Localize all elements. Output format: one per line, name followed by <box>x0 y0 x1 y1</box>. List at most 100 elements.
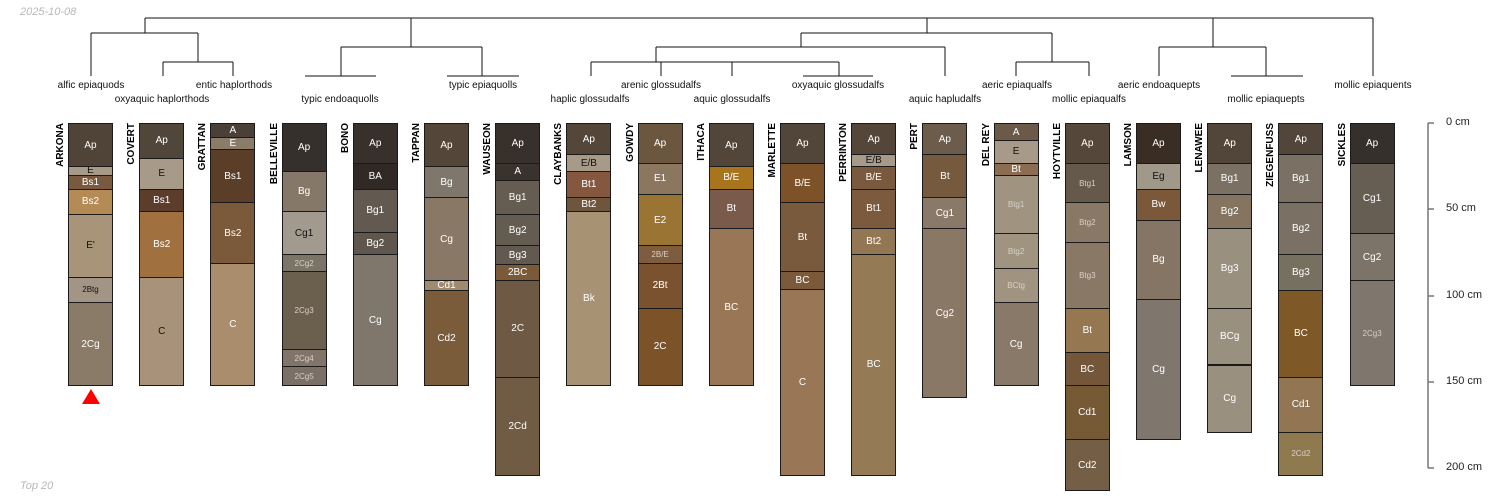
horizon[interactable]: 2Cg <box>68 302 113 387</box>
taxon-label: mollic epiaquepts <box>1227 94 1305 105</box>
dendrogram-branch <box>90 18 234 76</box>
horizon[interactable]: E2 <box>637 193 683 247</box>
horizon[interactable]: Bs2 <box>210 202 256 264</box>
horizon[interactable]: Cd1 <box>1278 376 1324 433</box>
horizon[interactable]: Bt <box>1064 307 1110 354</box>
horizon[interactable]: Bw <box>1136 188 1181 221</box>
depth-tick-label: 50 cm <box>1446 202 1476 215</box>
taxon-label: aquic glossudalfs <box>693 94 771 105</box>
taxon-label: typic epiaquolls <box>448 80 518 91</box>
taxon-label: typic endoaquolls <box>301 94 379 105</box>
horizon[interactable]: BC <box>708 228 754 387</box>
horizon[interactable]: C <box>210 262 256 387</box>
horizon[interactable]: Btg2 <box>993 233 1039 269</box>
horizon[interactable]: Bg <box>1136 219 1181 300</box>
horizon[interactable]: Ap <box>922 123 968 156</box>
horizon[interactable]: 2Cg3 <box>1349 279 1395 387</box>
horizon[interactable]: 2Cg3 <box>281 271 327 350</box>
horizon[interactable]: Cd2 <box>1064 438 1110 492</box>
horizon[interactable]: BA <box>352 162 398 190</box>
horizon[interactable]: 2Bt <box>637 262 683 309</box>
taxon-label: entic haplorthods <box>195 80 273 91</box>
horizon[interactable]: 2Cd <box>495 376 541 476</box>
horizon[interactable]: Bs1 <box>68 174 113 190</box>
horizon[interactable]: 2Cg5 <box>281 366 327 387</box>
horizon[interactable]: Cg1 <box>281 210 327 256</box>
horizon[interactable]: Bs2 <box>139 210 185 278</box>
horizon[interactable]: Btg2 <box>1064 202 1110 244</box>
horizon[interactable]: BCg <box>1207 307 1253 366</box>
horizon[interactable]: Cg <box>352 254 398 387</box>
horizon[interactable]: Bt <box>780 202 825 273</box>
horizon[interactable]: Bg3 <box>1207 228 1253 309</box>
horizon[interactable]: Cg2 <box>922 228 968 399</box>
horizon[interactable]: Cg <box>424 197 469 281</box>
horizon[interactable]: Ap <box>1207 123 1253 164</box>
dendrogram-branch <box>1158 18 1303 77</box>
horizon[interactable]: Ap <box>708 123 754 168</box>
horizon[interactable]: Bg3 <box>1278 254 1324 292</box>
horizon[interactable]: Ap <box>1278 123 1324 156</box>
horizon[interactable]: Ap <box>352 123 398 164</box>
horizon[interactable]: BC <box>1064 352 1110 387</box>
horizon[interactable]: BC <box>851 254 897 476</box>
dendrogram-branch <box>305 18 519 77</box>
horizon[interactable]: 2C <box>637 307 683 387</box>
horizon[interactable]: Bk <box>566 210 612 387</box>
horizon[interactable]: Cg1 <box>1349 162 1395 235</box>
taxon-label: oxyaquic haplorthods <box>114 94 210 105</box>
taxon-label: aeric endoaquepts <box>1117 80 1201 91</box>
horizon[interactable]: BCtg <box>993 267 1039 304</box>
horizon[interactable]: BC <box>780 271 825 290</box>
horizon[interactable]: Eg <box>1136 162 1181 190</box>
taxon-label: aeric epiaqualfs <box>981 80 1053 91</box>
horizon[interactable]: E' <box>68 214 113 278</box>
horizon[interactable]: Bg1 <box>1278 154 1324 204</box>
horizon[interactable]: 2Btg <box>68 276 113 304</box>
dendrogram-branch <box>1015 33 1090 76</box>
taxon-label: alfic epiaquods <box>57 80 125 91</box>
dendrogram-branch <box>590 18 1052 77</box>
depth-tick-label: 150 cm <box>1446 374 1483 387</box>
horizon[interactable]: Bs2 <box>68 188 113 216</box>
horizon[interactable]: Btg3 <box>1064 242 1110 309</box>
horizon[interactable]: Cg <box>1136 298 1181 440</box>
horizon[interactable]: Bg1 <box>352 188 398 233</box>
horizon[interactable]: Bg1 <box>1207 162 1253 195</box>
horizon[interactable]: Cg2 <box>1349 233 1395 281</box>
depth-tick-label: 100 cm <box>1446 288 1483 301</box>
horizon[interactable]: C <box>780 288 825 476</box>
marker-triangle-icon <box>82 389 100 405</box>
taxon-label: arenic glossudalfs <box>620 80 702 91</box>
horizon[interactable]: B/E <box>780 162 825 204</box>
horizon[interactable]: Cd2 <box>424 290 469 387</box>
horizon[interactable]: Ap <box>780 123 825 164</box>
horizon[interactable]: C <box>139 276 185 387</box>
horizon[interactable]: Bg2 <box>495 214 541 247</box>
horizon[interactable]: Ap <box>424 123 469 168</box>
dendrogram <box>90 17 1374 77</box>
horizon[interactable]: E <box>993 140 1039 164</box>
horizon[interactable]: BC <box>1278 290 1324 378</box>
horizon[interactable]: Ap <box>1064 123 1110 164</box>
horizon[interactable]: 2Cd2 <box>1278 431 1324 476</box>
horizon[interactable]: Ap <box>637 123 683 164</box>
horizon[interactable]: Ap <box>281 123 327 173</box>
horizon[interactable]: Ap <box>139 123 185 159</box>
taxon-label: mollic epiaquents <box>1334 80 1412 91</box>
horizon[interactable]: Bt1 <box>566 171 612 199</box>
horizon[interactable]: Bg2 <box>1278 202 1324 256</box>
horizon[interactable]: Cg <box>993 302 1039 387</box>
horizon[interactable]: Ap <box>495 123 541 164</box>
taxon-label: haplic glossudalfs <box>550 94 630 105</box>
taxon-label: oxyaquic glossudalfs <box>791 80 885 91</box>
horizon[interactable]: Bg1 <box>495 179 541 216</box>
horizon[interactable]: Cg <box>1207 364 1253 433</box>
horizon[interactable]: 2C <box>495 279 541 378</box>
horizon[interactable]: Bt1 <box>851 188 897 230</box>
taxon-label: mollic epiaqualfs <box>1052 94 1126 105</box>
horizon[interactable]: Bt <box>708 188 754 230</box>
depth-tick-label: 0 cm <box>1446 116 1470 128</box>
date-label: 2025-10-08 <box>20 6 77 18</box>
